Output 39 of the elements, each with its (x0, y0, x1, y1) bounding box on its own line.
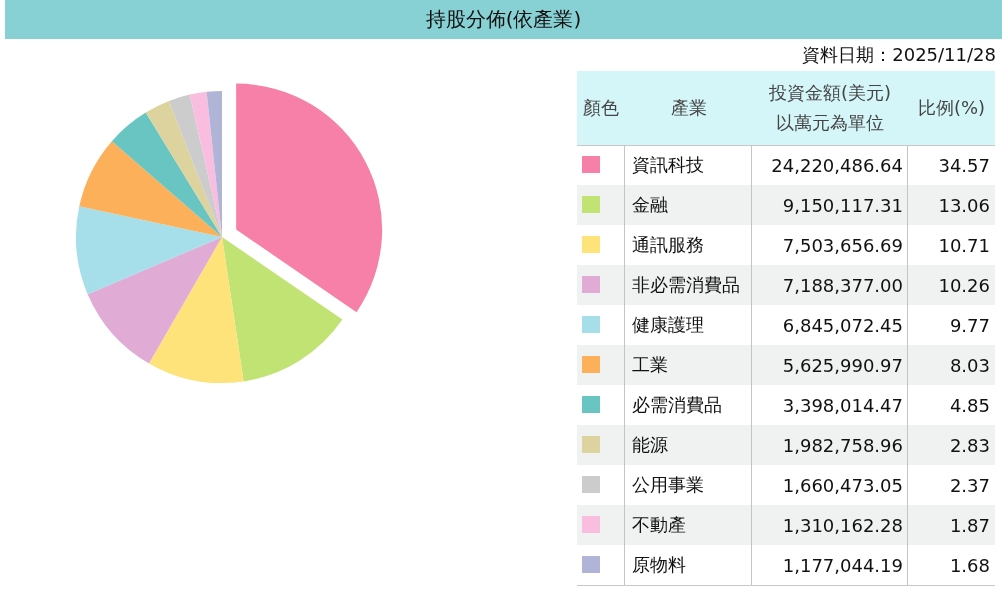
text: 4.85 (949, 394, 990, 416)
text: 34.57 (938, 154, 990, 176)
legend-label: 通訊服務 (632, 233, 704, 257)
data-label: 1,982,758.96 (782, 434, 903, 456)
text: 2.83 (949, 434, 990, 456)
text: 投資金額(美元) 以萬元為單位 (768, 81, 892, 135)
text: 13.06 (938, 194, 990, 216)
legend-label: 健康護理 (632, 313, 704, 337)
data-label: 7,503,656.69 (782, 234, 903, 256)
data-label: 6,845,072.45 (782, 314, 903, 336)
data-label: 7,188,377.00 (782, 274, 903, 296)
legend-label: 資訊科技 (632, 153, 704, 177)
text: 比例(%) (917, 96, 986, 120)
text: 顏色 (583, 96, 619, 120)
legend-label: 工業 (632, 353, 668, 377)
legend-title: 產業 (670, 96, 707, 120)
legend-label: 必需消費品 (632, 393, 722, 417)
data-label: 1,177,044.19 (782, 554, 903, 576)
data-label: 1,310,162.28 (782, 514, 903, 536)
legend-label: 能源 (632, 433, 668, 457)
data-label: 9,150,117.31 (782, 194, 903, 216)
text: 1.68 (949, 554, 990, 576)
legend-label: 原物料 (632, 553, 686, 577)
legend-label: 金融 (632, 193, 668, 217)
text: 8.03 (949, 354, 990, 376)
legend-label: 不動產 (632, 513, 686, 537)
text: 10.26 (938, 274, 990, 296)
chart-title: 持股分佈(依產業) (425, 7, 582, 31)
text: 1.87 (949, 514, 990, 536)
text: 2.37 (949, 474, 990, 496)
legend-label: 非必需消費品 (632, 273, 740, 297)
data-label: 3,398,014.47 (782, 394, 903, 416)
text: 9.77 (949, 314, 990, 336)
data-label: 24,220,486.64 (771, 154, 903, 176)
legend-label: 公用事業 (632, 473, 704, 497)
data-label: 5,625,990.97 (782, 354, 903, 376)
text: 資料日期：2025/11/28 (802, 44, 996, 65)
data-label: 1,660,473.05 (782, 474, 903, 496)
text: 10.71 (938, 234, 990, 256)
